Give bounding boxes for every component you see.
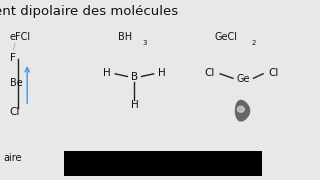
Text: BH: BH xyxy=(118,32,132,42)
Text: Ge: Ge xyxy=(236,74,250,84)
Text: Cl: Cl xyxy=(10,107,20,117)
Text: 3: 3 xyxy=(142,40,147,46)
Text: H: H xyxy=(131,100,138,110)
Text: Cl: Cl xyxy=(204,68,215,78)
Text: GeCl: GeCl xyxy=(214,32,237,42)
Text: ent dipolaire des molécules: ent dipolaire des molécules xyxy=(0,5,178,18)
Polygon shape xyxy=(236,100,250,121)
Text: Cl: Cl xyxy=(268,68,279,78)
Text: 2: 2 xyxy=(251,40,256,46)
Text: aire: aire xyxy=(3,153,22,163)
Bar xyxy=(64,151,262,176)
Text: eFCl: eFCl xyxy=(10,32,31,42)
Polygon shape xyxy=(237,106,244,112)
Text: Be: Be xyxy=(10,78,22,88)
Text: H: H xyxy=(103,68,111,78)
Text: F: F xyxy=(10,53,15,63)
Text: H: H xyxy=(158,68,165,78)
Text: /: / xyxy=(13,42,15,51)
Text: B: B xyxy=(131,72,138,82)
